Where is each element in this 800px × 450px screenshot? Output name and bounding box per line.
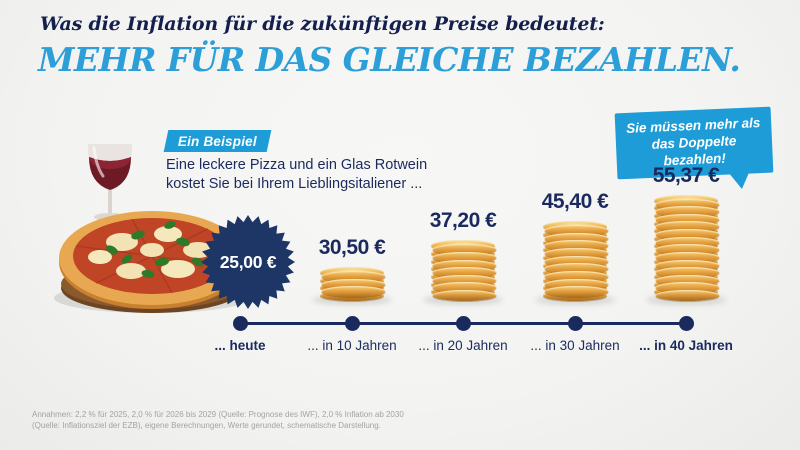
coin-icon bbox=[321, 270, 386, 282]
stack-shadow bbox=[312, 295, 392, 305]
stack-shadow bbox=[535, 295, 615, 305]
coin-icon bbox=[655, 282, 720, 294]
coin-icon bbox=[544, 286, 609, 298]
coin-icon bbox=[544, 232, 609, 244]
timeline-label-4: ... in 40 Jahren bbox=[639, 338, 733, 353]
coin-icon bbox=[432, 244, 497, 256]
coin-icon bbox=[544, 278, 609, 290]
coin-icon bbox=[655, 259, 720, 271]
coin-icon bbox=[655, 198, 720, 210]
headline-title: MEHR FÜR DAS GLEICHE BEZAHLEN. bbox=[38, 40, 741, 79]
coin-icon bbox=[544, 270, 609, 282]
example-text: Eine leckere Pizza und ein Glas Rotwein … bbox=[166, 156, 427, 193]
wine-glass-icon bbox=[88, 144, 132, 221]
coin-icon bbox=[321, 278, 386, 290]
coin-column bbox=[320, 267, 386, 301]
coin-icon bbox=[655, 267, 720, 279]
timeline-dot-1 bbox=[344, 316, 360, 331]
headline-kicker: Was die Inflation für die zukünftigen Pr… bbox=[40, 13, 605, 35]
price-label: 37,20 € bbox=[429, 209, 497, 233]
coin-column bbox=[543, 221, 609, 301]
example-badge: Ein Beispiel bbox=[163, 130, 272, 152]
example-text-line2: kostet Sie bei Ihrem Lieblingsitaliener … bbox=[166, 175, 423, 192]
stack-shadow bbox=[646, 295, 726, 305]
timeline-label-2: ... in 20 Jahren bbox=[418, 338, 508, 353]
coin-icon bbox=[432, 251, 497, 263]
coin-icon bbox=[655, 221, 720, 233]
coin-column bbox=[431, 240, 497, 301]
coin-icon bbox=[432, 259, 497, 271]
coin-icon bbox=[655, 290, 720, 301]
example-badge-label: Ein Beispiel bbox=[178, 133, 257, 149]
coin-icon bbox=[655, 206, 720, 218]
pizza-icon bbox=[59, 211, 245, 313]
coin-icon bbox=[432, 290, 497, 301]
coin-icon bbox=[655, 251, 720, 263]
price-label: 45,40 € bbox=[541, 190, 609, 214]
timeline-label-3: ... in 30 Jahren bbox=[530, 338, 620, 353]
coin-column bbox=[654, 194, 720, 301]
example-text-line1: Eine leckere Pizza und ein Glas Rotwein bbox=[166, 157, 428, 173]
footnote: Annahmen: 2,2 % für 2025, 2,0 % für 2026… bbox=[32, 410, 404, 431]
timeline-dot-4 bbox=[678, 316, 694, 331]
timeline-dot-2 bbox=[455, 316, 471, 331]
coin-icon bbox=[655, 244, 720, 256]
timeline-dot-0 bbox=[232, 316, 248, 331]
coin-icon bbox=[655, 229, 720, 240]
coin-icon bbox=[544, 255, 609, 267]
coin-icon bbox=[432, 274, 497, 286]
coin-icon bbox=[655, 213, 720, 225]
coin-icon bbox=[655, 236, 720, 248]
footnote-line1: Annahmen: 2,2 % für 2025, 2,0 % für 2026… bbox=[32, 410, 404, 419]
starburst-price-badge: 25,00 € bbox=[199, 213, 297, 311]
coin-icon bbox=[544, 225, 609, 237]
timeline-dot-3 bbox=[567, 316, 583, 331]
timeline-label-0: ... heute bbox=[214, 338, 266, 353]
stack-shadow bbox=[423, 295, 503, 305]
coin-icon bbox=[544, 240, 609, 252]
footnote-line2: (Quelle: Inflationsziel der EZB), eigene… bbox=[32, 420, 381, 430]
price-label: 30,50 € bbox=[318, 236, 386, 260]
coin-icon bbox=[432, 282, 497, 294]
pizza-wine-illustration bbox=[54, 144, 250, 313]
coin-icon bbox=[544, 248, 609, 260]
start-price-label: 25,00 € bbox=[219, 251, 277, 272]
price-label: 55,37 € bbox=[652, 163, 720, 187]
coin-stack-1: 30,50 € bbox=[304, 236, 400, 305]
timeline-label-1: ... in 10 Jahren bbox=[307, 338, 397, 353]
coin-stack-2: 37,20 € bbox=[415, 209, 511, 305]
coin-icon bbox=[544, 263, 609, 275]
coin-stack-4: 55,37 € bbox=[638, 164, 734, 305]
coin-icon bbox=[321, 286, 386, 298]
coin-icon bbox=[655, 274, 720, 286]
coin-icon bbox=[432, 267, 497, 279]
starburst-icon bbox=[200, 214, 296, 310]
coin-stack-3: 45,40 € bbox=[527, 190, 623, 305]
